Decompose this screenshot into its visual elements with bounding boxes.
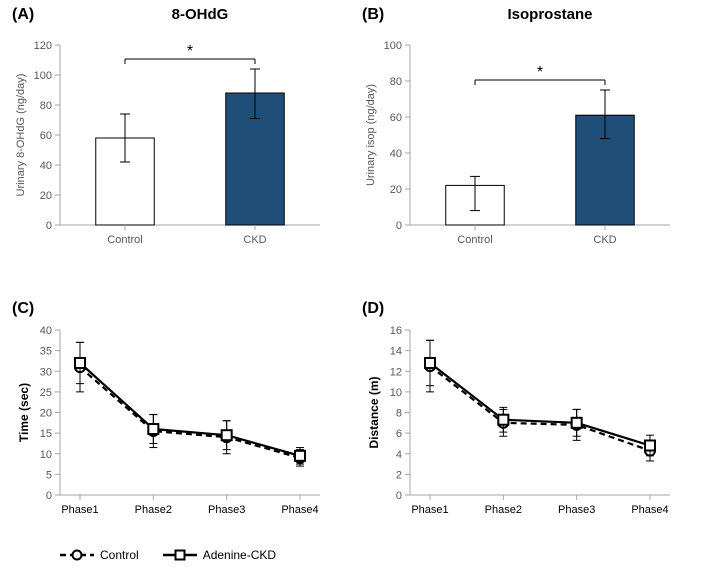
legend-label-control: Control bbox=[100, 548, 139, 562]
svg-text:35: 35 bbox=[40, 346, 52, 358]
svg-text:25: 25 bbox=[40, 387, 52, 399]
legend-swatch-control bbox=[60, 548, 94, 562]
svg-text:Control: Control bbox=[457, 234, 492, 246]
svg-text:Time (sec): Time (sec) bbox=[17, 383, 31, 442]
svg-text:20: 20 bbox=[390, 184, 402, 196]
svg-text:Phase1: Phase1 bbox=[411, 504, 448, 516]
chart-b: 0 20 40 60 80 100 Urinary isop (ng/day) Control… bbox=[360, 35, 680, 255]
legend-label-ckd: Adenine-CKD bbox=[203, 548, 276, 562]
svg-text:*: * bbox=[187, 43, 193, 60]
legend-item-ckd: Adenine-CKD bbox=[163, 548, 276, 562]
svg-text:Phase4: Phase4 bbox=[631, 504, 668, 516]
legend-swatch-ckd bbox=[163, 548, 197, 562]
svg-text:12: 12 bbox=[390, 366, 402, 378]
figure-root: (A) (B) (C) (D) 8-OHdG Isoprostane 02040… bbox=[0, 0, 705, 583]
svg-text:Distance (m): Distance (m) bbox=[367, 376, 381, 448]
svg-text:Phase3: Phase3 bbox=[208, 504, 245, 516]
chart-title-b: Isoprostane bbox=[480, 6, 620, 23]
svg-text:60: 60 bbox=[40, 130, 52, 142]
svg-text:CKD: CKD bbox=[243, 234, 266, 246]
panel-label-b: (B) bbox=[362, 6, 384, 24]
svg-text:5: 5 bbox=[46, 469, 52, 481]
chart-title-a: 8-OHdG bbox=[140, 6, 260, 23]
svg-text:40: 40 bbox=[40, 160, 52, 172]
chart-a: 0 20 40 60 80 100 120 Urinary 8-OHdG (ng/day) Co… bbox=[10, 35, 330, 255]
svg-text:120: 120 bbox=[34, 40, 52, 52]
svg-text:*: * bbox=[537, 64, 543, 81]
svg-text:0: 0 bbox=[46, 490, 52, 502]
svg-text:6: 6 bbox=[396, 428, 402, 440]
panel-label-a: (A) bbox=[12, 6, 34, 24]
chart-d: 0 2 4 6 8 10 12 14 16 Phase1 Phase2 Phase3 Phase4 Dis… bbox=[360, 320, 685, 525]
svg-text:8: 8 bbox=[396, 408, 402, 420]
svg-text:30: 30 bbox=[40, 366, 52, 378]
svg-text:100: 100 bbox=[384, 40, 402, 52]
svg-text:60: 60 bbox=[390, 112, 402, 124]
panel-label-c: (C) bbox=[12, 300, 34, 318]
svg-text:10: 10 bbox=[40, 449, 52, 461]
svg-text:80: 80 bbox=[40, 100, 52, 112]
svg-text:Phase2: Phase2 bbox=[485, 504, 522, 516]
svg-text:Phase3: Phase3 bbox=[558, 504, 595, 516]
legend: Control Adenine-CKD bbox=[60, 548, 276, 562]
svg-text:15: 15 bbox=[40, 428, 52, 440]
svg-text:16: 16 bbox=[390, 325, 402, 337]
svg-text:40: 40 bbox=[40, 325, 52, 337]
svg-text:20: 20 bbox=[40, 190, 52, 202]
svg-text:40: 40 bbox=[390, 148, 402, 160]
svg-text:2: 2 bbox=[396, 469, 402, 481]
svg-text:20: 20 bbox=[40, 408, 52, 420]
legend-item-control: Control bbox=[60, 548, 139, 562]
svg-text:Urinary 8-OHdG (ng/day): Urinary 8-OHdG (ng/day) bbox=[15, 74, 27, 197]
svg-text:CKD: CKD bbox=[593, 234, 616, 246]
svg-text:Phase1: Phase1 bbox=[61, 504, 98, 516]
svg-text:10: 10 bbox=[390, 387, 402, 399]
svg-text:0: 0 bbox=[396, 490, 402, 502]
svg-text:Phase2: Phase2 bbox=[135, 504, 172, 516]
svg-text:14: 14 bbox=[390, 346, 402, 358]
chart-c: 0 5 10 15 20 25 30 35 40 Phase1 Phase2 Phase3 Phase4… bbox=[10, 320, 335, 525]
svg-text:100: 100 bbox=[34, 70, 52, 82]
panel-label-d: (D) bbox=[362, 300, 384, 318]
svg-text:Phase4: Phase4 bbox=[281, 504, 318, 516]
svg-text:Urinary isop (ng/day): Urinary isop (ng/day) bbox=[365, 84, 377, 186]
svg-text:Control: Control bbox=[107, 234, 142, 246]
svg-text:0: 0 bbox=[46, 220, 52, 232]
svg-text:0: 0 bbox=[396, 220, 402, 232]
svg-text:80: 80 bbox=[390, 76, 402, 88]
svg-text:4: 4 bbox=[396, 449, 402, 461]
